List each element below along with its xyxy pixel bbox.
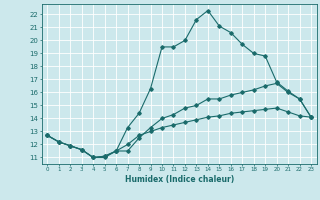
X-axis label: Humidex (Indice chaleur): Humidex (Indice chaleur): [124, 175, 234, 184]
